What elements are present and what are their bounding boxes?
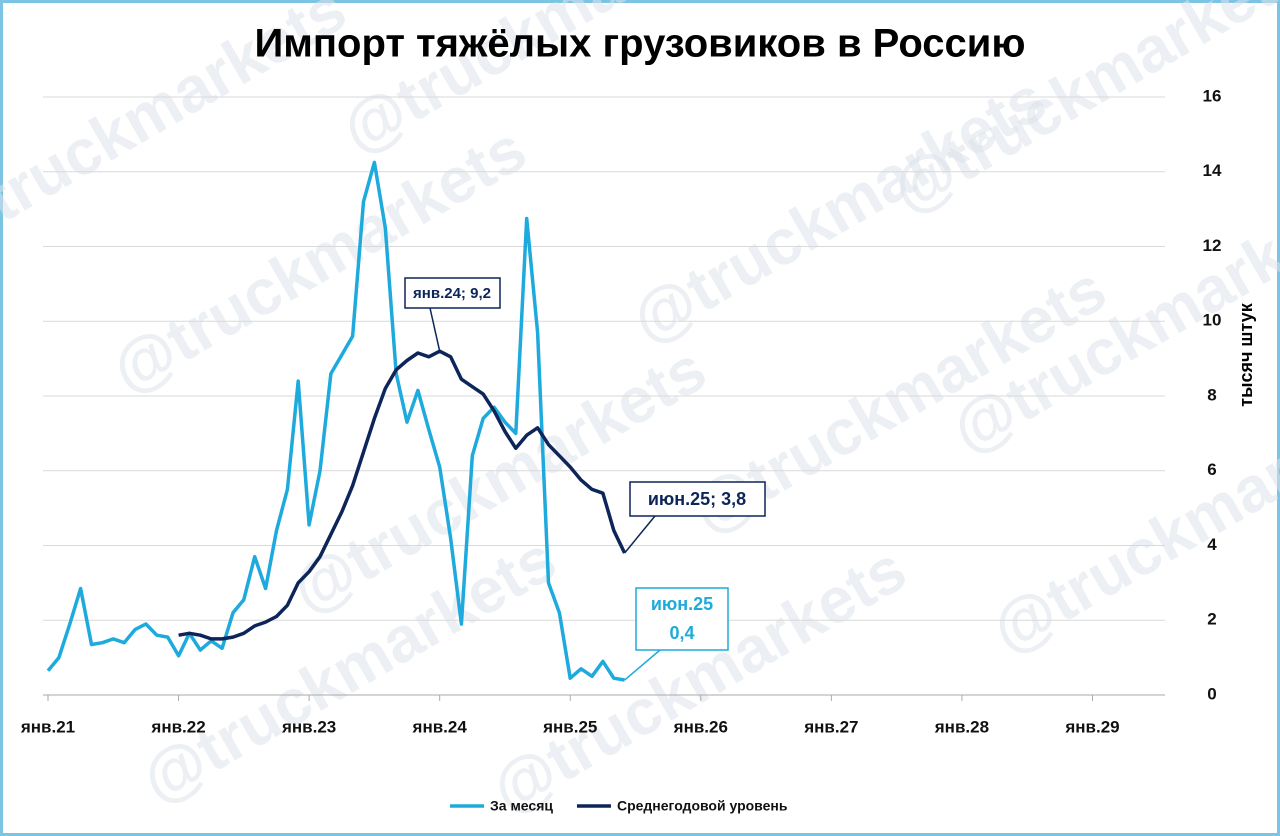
x-tick-label: янв.22 <box>150 717 205 736</box>
annotation-box <box>404 277 501 309</box>
y-tick-label: 4 <box>1207 535 1217 554</box>
annotation: июн.25; 3,8 <box>648 489 746 509</box>
annotation: июн.25 <box>651 594 713 614</box>
y-tick-label: 14 <box>1203 161 1222 180</box>
legend-label: Среднегодовой уровень <box>617 798 788 814</box>
y-tick-label: 10 <box>1203 311 1222 330</box>
x-tick-label: янв.25 <box>542 717 597 736</box>
x-tick-label: янв.24 <box>412 717 468 736</box>
x-tick-label: янв.26 <box>673 717 728 736</box>
annotation: 0,4 <box>669 623 694 643</box>
watermark: @truckmarkets <box>99 112 537 407</box>
y-tick-label: 12 <box>1203 236 1222 255</box>
x-tick-label: янв.23 <box>281 717 336 736</box>
line <box>178 349 627 641</box>
legend-label: За месяц <box>490 798 553 814</box>
y-tick-label: 0 <box>1207 684 1216 703</box>
y-tick-label: 8 <box>1207 385 1216 404</box>
y-tick-label: 2 <box>1207 610 1216 629</box>
y-tick-label: 6 <box>1207 460 1216 479</box>
x-tick-label: янв.29 <box>1064 717 1119 736</box>
y-axis-label: тысяч штук <box>1236 302 1256 406</box>
annotation-leader <box>624 515 656 554</box>
annotation: янв.24; 9,2 <box>413 285 491 302</box>
x-tick-label: янв.28 <box>934 717 989 736</box>
line <box>46 160 625 682</box>
annotation-box <box>629 481 766 517</box>
x-tick-label: янв.27 <box>803 717 858 736</box>
chart-title: Импорт тяжёлых грузовиков в Россию <box>255 22 1026 66</box>
annotation-leader <box>429 307 441 352</box>
annotation-box <box>635 587 729 651</box>
annotation-leader <box>624 649 661 681</box>
x-tick-label: янв.21 <box>20 717 75 736</box>
y-tick-label: 16 <box>1203 86 1222 105</box>
